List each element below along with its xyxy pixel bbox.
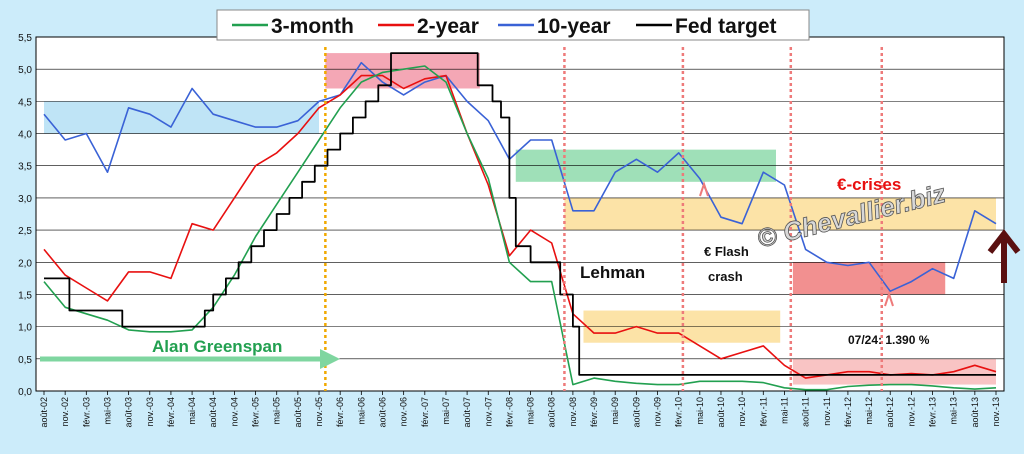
legend-label: 3-month	[271, 15, 354, 38]
x-tick-label: mai-05	[272, 397, 282, 425]
legend-label: 10-year	[537, 15, 611, 38]
x-tick-label: mai-11	[779, 397, 789, 424]
highlight-zone	[325, 53, 480, 89]
greenspan-arrowhead	[320, 349, 340, 369]
x-tick-label: août-06	[377, 397, 387, 428]
flash-crash-label: € Flash	[704, 244, 749, 259]
x-tick-label: nov.-07	[483, 397, 493, 426]
low-point-chevron	[884, 290, 894, 307]
x-tick-label: mai-10	[695, 397, 705, 425]
flash-crash-label-2: crash	[708, 269, 743, 284]
x-tick-label: févr.-09	[589, 397, 599, 427]
x-tick-label: août-04	[208, 397, 218, 428]
x-tick-label: mai-07	[441, 397, 451, 425]
y-tick-label: 5,0	[18, 65, 32, 76]
x-tick-label: févr.-05	[251, 397, 261, 427]
x-tick-label: févr.-08	[504, 397, 514, 427]
x-tick-label: mai-12	[864, 397, 874, 425]
highlight-zone	[564, 197, 996, 231]
x-tick-label: mai-09	[610, 397, 620, 425]
x-tick-label: nov.-08	[568, 397, 578, 426]
y-tick-label: 2,5	[18, 226, 32, 237]
y-tick-label: 5,5	[18, 33, 32, 44]
x-tick-label: mai-03	[102, 397, 112, 425]
x-tick-label: août-09	[631, 397, 641, 428]
highlight-zone	[792, 358, 996, 385]
y-tick-label: 3,0	[18, 194, 32, 205]
y-tick-label: 1,0	[18, 323, 32, 334]
y-tick-label: 3,5	[18, 162, 32, 173]
x-tick-label: mai-13	[949, 397, 959, 425]
x-tick-label: nov.-10	[737, 397, 747, 426]
highlight-zones	[44, 53, 996, 385]
x-tick-label: nov.-13	[991, 397, 1001, 426]
euro-crises-label: €-crises	[837, 175, 901, 194]
x-tick-label: févr.-07	[420, 397, 430, 427]
x-tick-label: févr.-13	[928, 397, 938, 427]
x-tick-label: août-03	[124, 397, 134, 428]
y-tick-label: 0,0	[18, 387, 32, 398]
y-tick-label: 2,0	[18, 258, 32, 269]
highlight-zone	[792, 262, 946, 295]
x-tick-label: août-13	[970, 397, 980, 428]
series-line-fed	[44, 52, 996, 376]
y-axis-ticks: 0,0 0,5 1,0 1,5 2,0 2,5 3,0 3,5 4,0 4,5 5,0 5,5	[18, 33, 32, 398]
greenspan-label: Alan Greenspan	[152, 337, 282, 356]
x-tick-label: nov.-04	[229, 397, 239, 426]
x-tick-label: nov.-11	[822, 397, 832, 426]
x-tick-label: août-02	[39, 397, 49, 428]
x-tick-label: févr.-11	[758, 397, 768, 426]
series-line-m3	[43, 65, 997, 391]
y-tick-label: 4,0	[18, 130, 32, 141]
x-tick-label: nov.-09	[653, 397, 663, 426]
current-arrowhead	[987, 229, 1021, 254]
x-tick-label: févr.-10	[674, 397, 684, 427]
x-tick-label: août-12	[885, 397, 895, 428]
y-tick-label: 0,5	[18, 355, 32, 366]
x-tick-label: févr.-12	[843, 397, 853, 427]
legend: 3-month 2-year 10-year Fed target	[216, 9, 810, 41]
x-tick-label: mai-04	[187, 397, 197, 425]
x-tick-label: nov.-12	[906, 397, 916, 426]
series-line-y10	[43, 61, 997, 292]
x-tick-label: nov.-05	[314, 397, 324, 426]
y-tick-label: 1,5	[18, 290, 32, 301]
x-tick-label: févr.-04	[166, 397, 176, 427]
legend-label: 2-year	[417, 15, 479, 38]
x-tick-label: août-07	[462, 397, 472, 428]
flash-crash-chevron	[699, 180, 709, 197]
x-tick-label: nov.-03	[145, 397, 155, 426]
low-point-label: 07/24: 1.390 %	[848, 333, 930, 347]
x-tick-label: août-10	[716, 397, 726, 428]
x-tick-label: mai-06	[356, 397, 366, 425]
x-tick-label: févr.-06	[335, 397, 345, 427]
x-tick-label: nov.-06	[399, 397, 409, 426]
x-axis-ticks: août-02 nov.-02 févr.-03 mai-03 août-03 nov.-…	[39, 391, 1001, 428]
x-tick-label: août-05	[293, 397, 303, 428]
series-line-y2	[43, 74, 997, 379]
lehman-label: Lehman	[580, 263, 645, 282]
x-tick-label: mai-08	[526, 397, 536, 425]
x-tick-label: août-11	[801, 397, 811, 427]
x-tick-label: août-08	[547, 397, 557, 428]
x-tick-label: nov.-02	[60, 397, 70, 426]
y-tick-label: 4,5	[18, 97, 32, 108]
legend-label: Fed target	[675, 15, 777, 38]
x-tick-label: févr.-03	[81, 397, 91, 427]
